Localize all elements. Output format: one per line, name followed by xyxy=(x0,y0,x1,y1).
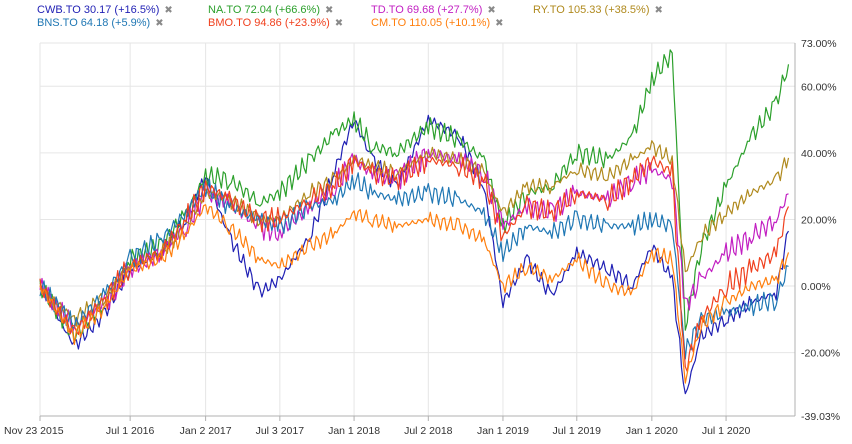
legend-item: CWB.TO 30.17 (+16.5%) ✖ xyxy=(37,3,173,18)
legend-item: BMO.TO 94.86 (+23.9%) ✖ xyxy=(208,16,343,31)
x-tick-label: Jul 2 2018 xyxy=(404,425,453,437)
legend-label: BNS.TO 64.18 (+5.9%) xyxy=(37,17,151,29)
legend-label: BMO.TO 94.86 (+23.9%) xyxy=(208,17,330,29)
remove-series-icon[interactable]: ✖ xyxy=(334,18,344,29)
series-line-bns-to xyxy=(39,172,789,360)
x-tick-label: Jan 1 2020 xyxy=(626,425,678,437)
y-tick-label: -39.03% xyxy=(801,411,840,423)
x-tick-label: Jul 1 2019 xyxy=(553,425,602,437)
series-line-cm-to xyxy=(39,204,790,384)
legend-label: TD.TO 69.68 (+27.7%) xyxy=(371,4,483,16)
x-tick-label: Jul 1 2016 xyxy=(106,425,155,437)
y-tick-label: -20.00% xyxy=(801,348,840,360)
x-tick-label: Nov 23 2015 xyxy=(4,425,64,437)
x-tick-label: Jul 3 2017 xyxy=(256,425,305,437)
legend-item: CM.TO 110.05 (+10.1%) ✖ xyxy=(371,16,504,31)
remove-series-icon[interactable]: ✖ xyxy=(155,18,164,29)
x-tick-label: Jul 1 2020 xyxy=(702,425,751,437)
x-axis-labels: Nov 23 2015 Jul 1 2016 Jan 2 2017 Jul 3 201… xyxy=(4,425,750,437)
remove-series-icon[interactable]: ✖ xyxy=(325,5,334,16)
legend-item: RY.TO 105.33 (+38.5%) ✖ xyxy=(533,3,663,18)
x-tick-label: Jan 2 2017 xyxy=(180,425,232,437)
legend-item: TD.TO 69.68 (+27.7%) ✖ xyxy=(371,3,496,18)
legend-item: BNS.TO 64.18 (+5.9%) ✖ xyxy=(37,16,164,31)
chart-legend: CWB.TO 30.17 (+16.5%) ✖ NA.TO 72.04 (+66.6… xyxy=(0,0,852,40)
y-tick-label: 20.00% xyxy=(801,214,837,226)
y-tick-label: 40.00% xyxy=(801,148,837,160)
remove-series-icon[interactable]: ✖ xyxy=(164,5,173,16)
series-line-bmo-to xyxy=(39,155,790,373)
grid-lines xyxy=(39,42,795,417)
axes xyxy=(39,43,796,421)
x-tick-label: Jan 1 2019 xyxy=(477,425,529,437)
legend-label: RY.TO 105.33 (+38.5%) xyxy=(533,4,650,16)
y-tick-label: 60.00% xyxy=(801,81,837,93)
remove-series-icon[interactable]: ✖ xyxy=(495,18,504,29)
remove-series-icon[interactable]: ✖ xyxy=(654,5,663,16)
remove-series-icon[interactable]: ✖ xyxy=(487,5,496,16)
legend-label: NA.TO 72.04 (+66.6%) xyxy=(208,4,320,16)
y-tick-label: 73.00% xyxy=(801,38,837,50)
series-lines xyxy=(39,49,790,395)
legend-label: CM.TO 110.05 (+10.1%) xyxy=(371,17,491,29)
y-tick-label: 0.00% xyxy=(801,281,831,293)
x-tick-label: Jan 1 2018 xyxy=(328,425,380,437)
y-axis-labels: 73.00% 60.00% 40.00% 20.00% 0.00% -20.00% -39.… xyxy=(801,38,840,423)
legend-label: CWB.TO 30.17 (+16.5%) xyxy=(37,4,160,16)
legend-item: NA.TO 72.04 (+66.6%) ✖ xyxy=(208,3,333,18)
series-line-na-to xyxy=(39,49,790,344)
